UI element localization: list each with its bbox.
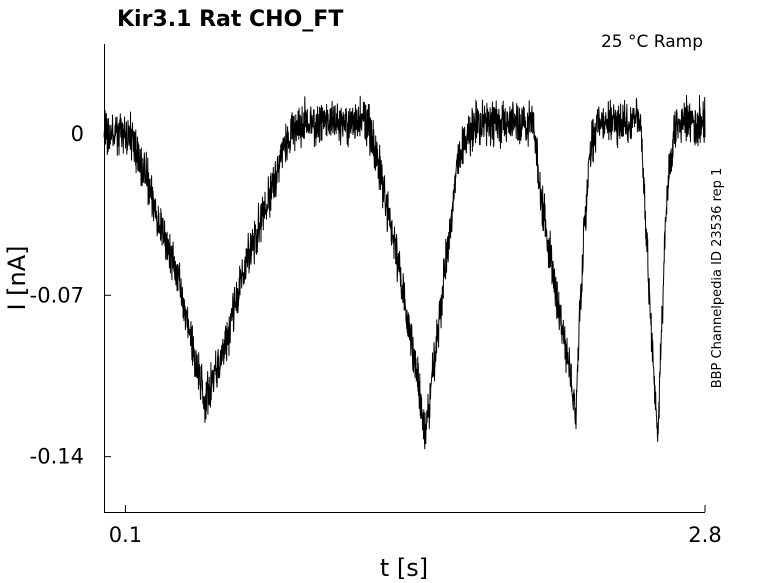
chart-title: Kir3.1 Rat CHO_FT <box>117 7 343 32</box>
x-tick-label: 0.1 <box>109 523 142 547</box>
y-tick-label: -0.07 <box>30 283 84 307</box>
condition-annotation: 25 °C Ramp <box>601 32 703 52</box>
y-tick-label: -0.14 <box>30 445 84 469</box>
x-tick-label: 2.8 <box>688 523 721 547</box>
y-axis-label: I [nA] <box>3 245 31 310</box>
current-trace-line <box>103 95 706 450</box>
channelpedia-id-label: BBP Channelpedia ID 23536 rep 1 <box>710 168 725 389</box>
x-ticks: 0.1 2.8 <box>109 505 722 547</box>
x-axis-label: t [s] <box>380 554 428 582</box>
y-ticks: 0 -0.07 -0.14 <box>30 122 111 469</box>
y-tick-label: 0 <box>71 122 84 146</box>
